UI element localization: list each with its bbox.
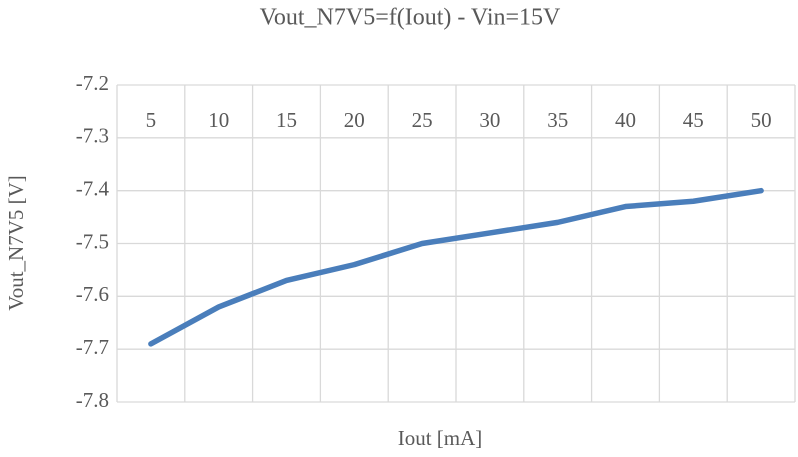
x-tick-label: 15 <box>276 108 297 132</box>
y-tick-label: -7.6 <box>76 282 109 306</box>
x-axis-label: Iout [mA] <box>398 426 483 450</box>
y-tick-label: -7.2 <box>76 71 109 95</box>
x-tick-label: 5 <box>146 108 157 132</box>
x-tick-label: 35 <box>547 108 568 132</box>
x-tick-label: 20 <box>344 108 365 132</box>
x-tick-label: 30 <box>479 108 500 132</box>
y-tick-label: -7.4 <box>76 176 110 200</box>
chart-title: Vout_N7V5=f(Iout) - Vin=15V <box>260 5 561 31</box>
y-tick-label: -7.7 <box>76 335 109 359</box>
y-tick-label: -7.5 <box>76 229 109 253</box>
x-tick-label: 45 <box>683 108 704 132</box>
y-tick-label: -7.8 <box>76 388 109 412</box>
data-line <box>148 187 764 347</box>
y-tick-label: -7.3 <box>76 124 109 148</box>
y-axis-label: Vout_N7V5 [V] <box>4 175 28 311</box>
x-tick-label: 10 <box>208 108 229 132</box>
x-tick-label: 40 <box>615 108 636 132</box>
x-tick-label: 25 <box>412 108 433 132</box>
x-tick-label: 50 <box>751 108 772 132</box>
